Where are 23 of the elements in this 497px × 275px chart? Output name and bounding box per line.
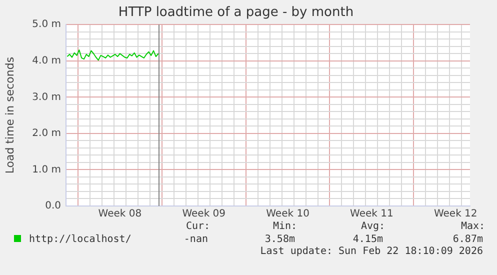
text: -nan <box>184 234 208 245</box>
text: Avg: <box>361 221 386 232</box>
text: 3.58m <box>264 234 295 245</box>
text: Last update: Sun Feb 22 18:10:09 2026 <box>260 246 483 257</box>
x-tick-label: Week 12 <box>434 208 478 220</box>
y-tick-label: 4.0 m <box>32 55 61 66</box>
x-tick-label: Week 11 <box>350 208 394 220</box>
y-axis-title: Load time in seconds <box>3 56 16 174</box>
y-tick-label: 3.0 m <box>32 92 61 103</box>
text: Max: <box>461 221 486 232</box>
text: 4.15m <box>352 234 383 245</box>
y-tick-label: 5.0 m <box>32 19 61 30</box>
text: Cur: <box>186 221 210 232</box>
y-tick-label: 0.0 <box>45 200 61 212</box>
x-tick-label: Week 08 <box>98 208 142 220</box>
x-tick-label: Week 09 <box>182 208 226 220</box>
x-tick-label: Week 10 <box>266 208 310 220</box>
legend-label: http://localhost/ <box>28 234 132 245</box>
y-tick-label: 2.0 m <box>32 128 61 140</box>
text: 6.87m <box>452 234 483 245</box>
text: Min: <box>273 221 298 232</box>
y-tick-label: 1.0 m <box>32 164 61 176</box>
chart-title: HTTP loadtime of a page - by month <box>118 5 354 20</box>
